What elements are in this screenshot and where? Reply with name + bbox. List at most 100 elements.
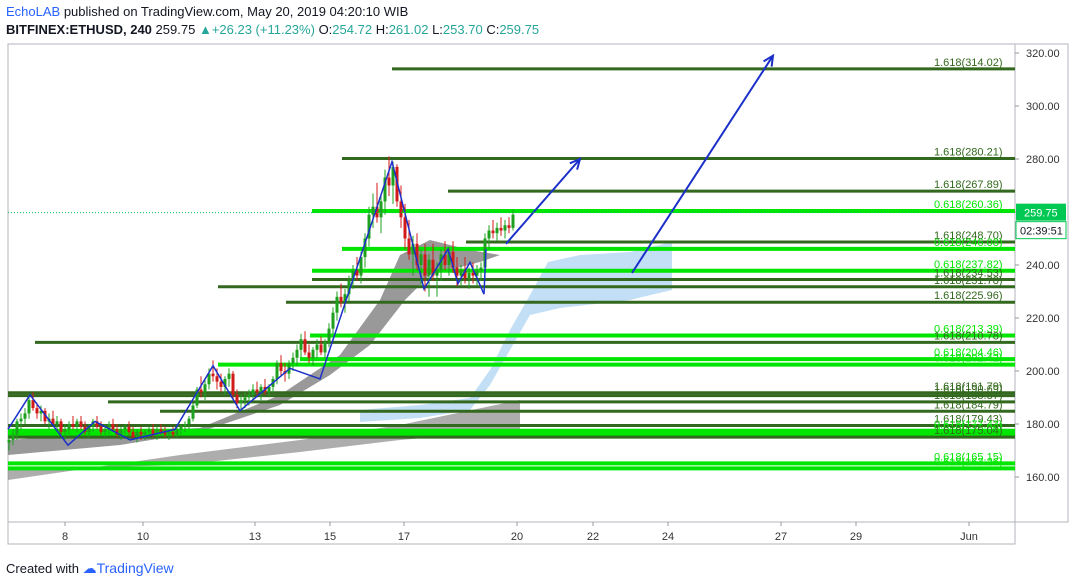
candle-body	[115, 429, 119, 435]
publish-header: EchoLAB published on TradingView.com, Ma…	[6, 4, 408, 19]
candle-body	[407, 238, 411, 255]
published-text: published on TradingView.com, May 20, 20…	[63, 4, 409, 19]
x-tick-label: 22	[587, 531, 599, 543]
x-tick-label: 27	[775, 531, 787, 543]
up-triangle-icon: ▲	[198, 22, 212, 37]
candle-body	[227, 373, 231, 379]
x-tick-label: 15	[324, 531, 336, 543]
candle-body	[75, 421, 79, 427]
candle-body	[471, 272, 475, 276]
high-value: 261.02	[388, 22, 429, 37]
candle-body	[55, 421, 59, 424]
y-tick-label: 180.00	[1026, 419, 1060, 431]
tradingview-brand[interactable]: TradingView	[96, 560, 174, 576]
candle-body	[411, 243, 415, 255]
candle-body	[415, 243, 419, 265]
fib-level-label: 1.618(314.02)	[934, 57, 1003, 69]
candle-body	[167, 431, 171, 435]
publisher-link[interactable]: EchoLAB	[6, 4, 61, 19]
candle-body	[191, 405, 195, 419]
candle-body	[59, 421, 63, 432]
candle-body	[483, 238, 487, 268]
candle-body	[163, 431, 167, 435]
fib-level-label: 1.618(179.43)	[934, 414, 1003, 426]
candle-body	[155, 429, 159, 435]
candle-body	[295, 349, 299, 358]
x-tick-label: Jun	[960, 531, 978, 543]
close-value: 259.75	[499, 22, 540, 37]
fib-level-label: 0.618(246.08)	[934, 237, 1003, 249]
y-tick-label: 280.00	[1026, 154, 1060, 166]
candle-body	[247, 394, 251, 398]
candle-body	[99, 426, 103, 432]
candle-body	[331, 312, 335, 329]
candle-body	[431, 259, 435, 276]
candle-body	[307, 352, 311, 358]
candle-body	[451, 251, 455, 268]
candle-body	[127, 426, 131, 432]
candle-body	[475, 270, 479, 276]
candle-body	[195, 389, 199, 406]
candle-body	[319, 344, 323, 353]
y-tick-label: 320.00	[1026, 48, 1060, 60]
candle-body	[351, 270, 355, 281]
candle-body	[499, 227, 503, 231]
chart-panes	[7, 43, 1069, 545]
candle-body	[459, 270, 463, 276]
candle-body	[147, 429, 151, 432]
candle-body	[119, 429, 123, 435]
close-label: C:	[486, 22, 500, 37]
candle-body	[103, 429, 107, 432]
x-tick-label: 20	[511, 531, 523, 543]
candle-body	[339, 296, 343, 303]
fib-level-label: 1.618(175.04)	[934, 425, 1003, 437]
fib-level-label: 0.618(260.36)	[934, 199, 1003, 211]
fib-level-label: 1.618(267.89)	[934, 179, 1003, 191]
fib-level-label: 0.618(213.39)	[934, 324, 1003, 336]
candle-body	[27, 400, 31, 414]
x-tick-label: 17	[398, 531, 410, 543]
projection-arrows	[8, 53, 1015, 274]
high-label: H:	[375, 22, 389, 37]
candle-body	[183, 424, 187, 427]
arrow-line	[505, 158, 581, 245]
candle-body	[315, 344, 319, 350]
candle-body	[187, 418, 191, 424]
candle-body	[503, 225, 507, 231]
candle-body	[251, 389, 255, 395]
candle-body	[51, 418, 55, 424]
candle-body	[19, 418, 23, 422]
created-with-text: Created with	[6, 561, 79, 576]
candle-body	[87, 426, 91, 432]
candle-body	[67, 424, 71, 430]
candle-body	[131, 431, 135, 438]
candle-body	[455, 267, 459, 276]
candle-body	[111, 424, 115, 430]
candle-body	[231, 373, 235, 395]
fib-level-label: 1.618(231.78)	[934, 275, 1003, 287]
candle-body	[207, 373, 211, 385]
candle-body	[151, 429, 155, 435]
candle-body	[175, 429, 179, 435]
candle-body	[279, 363, 283, 371]
symbol-header: BITFINEX:ETHUSD, 240 259.75 ▲+26.23 (+11…	[6, 22, 539, 37]
candle-body	[39, 410, 43, 414]
y-tick-label: 220.00	[1026, 313, 1060, 325]
zigzag-line	[7, 158, 487, 447]
last-price-badge-text: 259.75	[1024, 208, 1058, 220]
candle-body	[211, 373, 215, 377]
y-tick-label: 160.00	[1026, 472, 1060, 484]
candle-body	[359, 257, 363, 276]
x-tick-label: 10	[137, 531, 149, 543]
fib-level-label: 1.618(184.79)	[934, 399, 1003, 411]
candle-body	[491, 230, 495, 234]
candle-body	[391, 166, 395, 186]
time-axis-pane	[7, 521, 1016, 545]
candle-body	[7, 439, 11, 443]
candle-body	[139, 431, 143, 435]
fib-level-label: 1.618(225.96)	[934, 290, 1003, 302]
fib-level-label: 0.618(204.46)	[934, 347, 1003, 359]
candle-body	[311, 349, 315, 358]
candle-body	[343, 294, 347, 303]
